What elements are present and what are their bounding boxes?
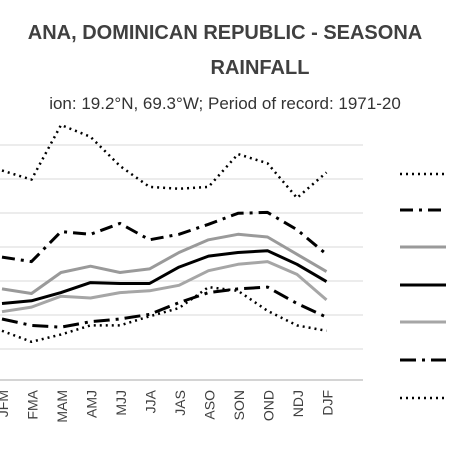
series-line-3 xyxy=(1,232,328,295)
series-line-6 xyxy=(1,285,328,329)
x-tick-label: OND xyxy=(261,390,277,421)
chart-subtitle: ion: 19.2°N, 69.3°W; Period of record: 1… xyxy=(49,94,401,113)
series-line-2 xyxy=(1,210,328,264)
x-tick-label: JAS xyxy=(172,390,188,416)
x-tick-label: SON xyxy=(231,390,247,420)
x-tick-label: DJF xyxy=(320,390,336,416)
chart-title-line1: ANA, DOMINICAN REPUBLIC - SEASONA xyxy=(27,22,423,44)
x-tick-label: AMJ xyxy=(84,390,100,418)
series-line-5 xyxy=(1,260,328,314)
legend xyxy=(400,172,446,400)
chart-title-line2: RAINFALL xyxy=(210,57,310,79)
x-tick-label: MJJ xyxy=(113,390,129,416)
x-tick-label: JJA xyxy=(143,389,159,413)
x-tick-label: MAM xyxy=(54,390,70,423)
series-line-1 xyxy=(1,123,328,200)
gridlines xyxy=(0,144,363,350)
series-group xyxy=(1,123,328,344)
series-line-7 xyxy=(1,285,327,344)
x-tick-label: JFM xyxy=(0,390,11,417)
x-tick-label: ASO xyxy=(202,390,218,420)
x-tick-labels: JFM FMA MAM AMJ MJJ JJA JAS ASO SON OND NDJ DJF xyxy=(0,389,336,422)
x-tick-label: NDJ xyxy=(290,390,306,417)
series-line-4 xyxy=(1,249,328,305)
x-tick-label: FMA xyxy=(25,389,41,419)
